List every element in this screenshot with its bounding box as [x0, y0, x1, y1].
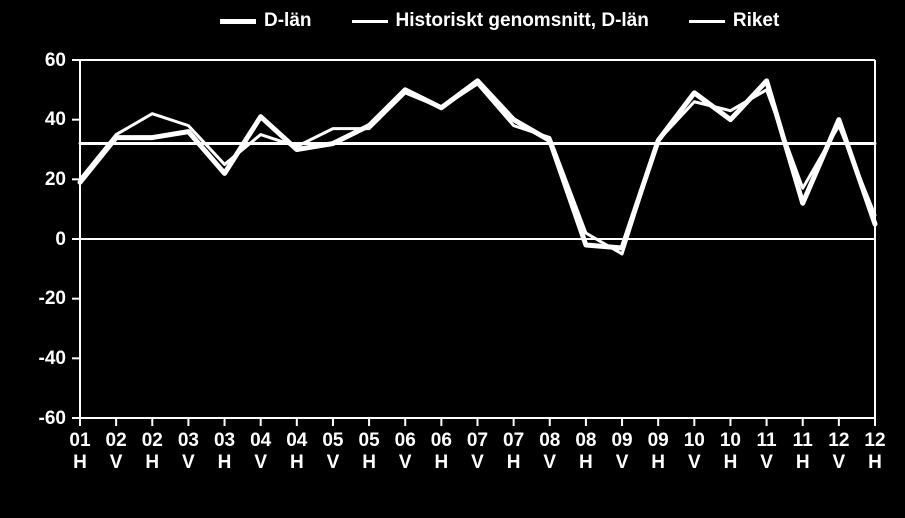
y-axis-label: -20 [0, 288, 66, 310]
x-axis-label: 08H [568, 430, 604, 474]
x-axis-label: 09H [640, 430, 676, 474]
y-axis-label: -40 [0, 348, 66, 370]
x-axis-label: 10V [676, 430, 712, 474]
x-axis-label: 03V [170, 430, 206, 474]
chart-container: D-länHistoriskt genomsnitt, D-länRiket -… [0, 0, 905, 518]
x-axis-label: 05V [315, 430, 351, 474]
series-d-l-n [80, 81, 875, 248]
x-axis-label: 10H [712, 430, 748, 474]
y-axis-label: 20 [0, 169, 66, 191]
y-axis-label: 60 [0, 50, 66, 72]
x-axis-label: 04V [243, 430, 279, 474]
x-axis-label: 02H [134, 430, 170, 474]
y-axis-label: -60 [0, 408, 66, 430]
x-axis-label: 11H [785, 430, 821, 474]
x-axis-label: 02V [98, 430, 134, 474]
x-axis-label: 11V [749, 430, 785, 474]
x-axis-label: 04H [279, 430, 315, 474]
y-axis-label: 40 [0, 109, 66, 131]
series-riket [80, 84, 875, 254]
x-axis-label: 07H [496, 430, 532, 474]
x-axis-label: 05H [351, 430, 387, 474]
x-axis-label: 12V [821, 430, 857, 474]
x-axis-label: 08V [532, 430, 568, 474]
x-axis-label: 01H [62, 430, 98, 474]
x-axis-label: 03H [206, 430, 242, 474]
x-axis-label: 06H [423, 430, 459, 474]
x-axis-label: 07V [459, 430, 495, 474]
y-axis-label: 0 [0, 229, 66, 251]
x-axis-label: 09V [604, 430, 640, 474]
x-axis-label: 12H [857, 430, 893, 474]
x-axis-label: 06V [387, 430, 423, 474]
